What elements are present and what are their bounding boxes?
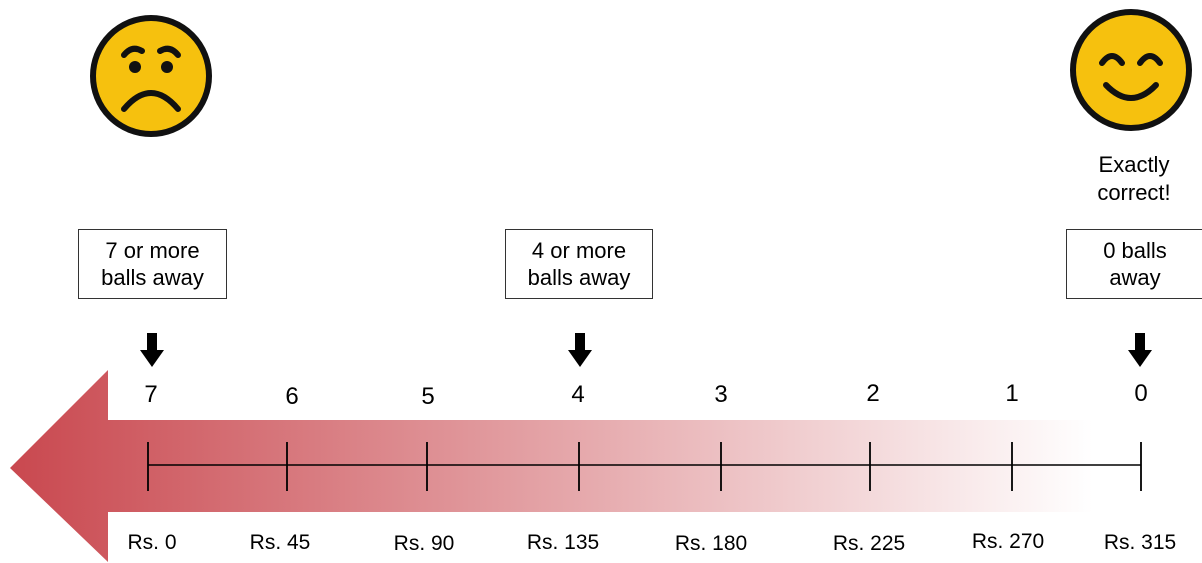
- tick-marks: [147, 442, 1142, 491]
- price-label-225: Rs. 225: [832, 532, 906, 555]
- tick-label-7: 7: [144, 381, 158, 408]
- down-arrow-icon: [140, 333, 164, 367]
- box-four-or-more: 4 or more balls away: [505, 229, 653, 299]
- tick-label-6: 6: [285, 383, 299, 410]
- sad-face-icon: [90, 15, 212, 137]
- tick-label-0: 0: [1134, 380, 1148, 407]
- tick-label-3: 3: [714, 381, 728, 408]
- tick-label-2: 2: [866, 380, 880, 407]
- tick-label-4: 4: [571, 381, 585, 408]
- price-label-90: Rs. 90: [393, 532, 455, 555]
- price-label-270: Rs. 270: [971, 530, 1045, 553]
- price-label-45: Rs. 45: [249, 531, 311, 554]
- price-label-0: Rs. 0: [127, 531, 177, 554]
- price-label-180: Rs. 180: [674, 532, 748, 555]
- happy-face-icon: [1070, 9, 1192, 131]
- down-arrow-icon: [1128, 333, 1152, 367]
- price-label-135: Rs. 135: [526, 531, 600, 554]
- tick-label-5: 5: [421, 383, 435, 410]
- tick-label-1: 1: [1005, 380, 1019, 407]
- down-arrow-icon: [568, 333, 592, 367]
- exactly-correct-caption: Exactly correct!: [1097, 152, 1171, 205]
- box-seven-or-more: 7 or more balls away: [78, 229, 227, 299]
- arrow-shape: [10, 370, 1150, 562]
- price-label-315: Rs. 315: [1103, 531, 1177, 554]
- box-zero-away: 0 balls away: [1066, 229, 1202, 299]
